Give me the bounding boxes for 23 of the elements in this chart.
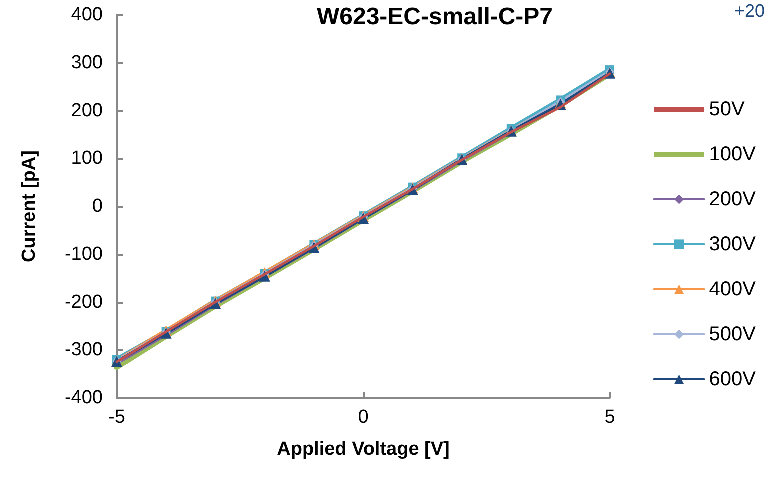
y-tick-label: 400 — [71, 4, 103, 26]
y-tick-label: 200 — [71, 100, 103, 122]
legend-label: 400V — [709, 278, 757, 300]
y-tick-label: 100 — [71, 148, 103, 170]
y-tick-label: -400 — [64, 388, 103, 408]
x-axis-title: Applied Voltage [V] — [277, 439, 450, 460]
y-tick-label: -200 — [64, 292, 103, 313]
text: +20 — [734, 1, 766, 21]
y-tick-label: 300 — [71, 52, 103, 74]
legend-label: 500V — [709, 324, 757, 346]
x-tick-label: 0 — [358, 407, 369, 428]
legend-label: 300V — [709, 234, 757, 256]
x-tick-label: -5 — [108, 407, 126, 428]
x-tick-label: 5 — [604, 407, 616, 428]
y-tick-label: 0 — [92, 196, 103, 217]
y-axis-title: Current [pA] — [19, 150, 40, 262]
chart-title: W623-EC-small-C-P7 — [316, 4, 554, 30]
legend-label: 50V — [709, 98, 746, 120]
legend-label: 200V — [709, 188, 757, 210]
legend-label: 600V — [709, 368, 757, 390]
y-tick-label: -300 — [64, 340, 103, 361]
y-tick-label: -100 — [64, 244, 103, 265]
legend-label: 100V — [709, 144, 757, 166]
